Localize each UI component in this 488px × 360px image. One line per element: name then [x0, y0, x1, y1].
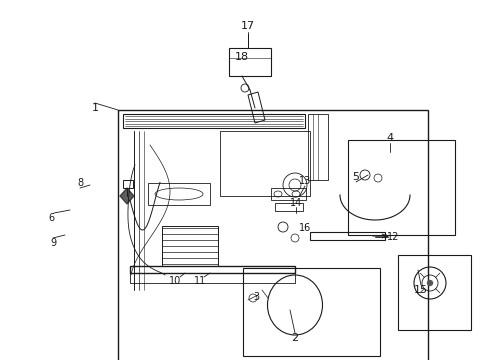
Bar: [123, 180, 133, 188]
Text: 12: 12: [386, 232, 398, 242]
Bar: [274, 203, 303, 211]
Text: 16: 16: [298, 223, 310, 233]
Bar: [123, 114, 305, 128]
Text: 4: 4: [386, 133, 393, 143]
Text: 10: 10: [168, 276, 181, 286]
Bar: [228, 48, 270, 76]
Text: 11: 11: [193, 276, 206, 286]
Text: 3: 3: [252, 292, 259, 302]
Bar: [347, 140, 454, 235]
Bar: [307, 114, 327, 180]
Bar: [148, 183, 209, 205]
Text: 17: 17: [241, 21, 255, 31]
Text: 14: 14: [289, 198, 302, 208]
Bar: [130, 273, 294, 283]
Text: 18: 18: [234, 52, 248, 62]
Bar: [397, 255, 470, 330]
Bar: [118, 110, 427, 360]
Bar: [270, 188, 305, 200]
Circle shape: [426, 280, 432, 286]
Text: 8: 8: [77, 178, 83, 188]
Text: 2: 2: [291, 333, 298, 343]
Polygon shape: [120, 188, 134, 204]
Text: 13: 13: [298, 176, 310, 186]
Text: 15: 15: [413, 285, 427, 295]
Bar: [162, 226, 218, 266]
Bar: [309, 232, 384, 240]
Text: 1: 1: [91, 103, 98, 113]
Text: 6: 6: [48, 213, 54, 223]
Text: 9: 9: [50, 238, 56, 248]
Bar: [220, 131, 309, 196]
Bar: [130, 266, 294, 273]
Text: 5: 5: [352, 172, 359, 182]
Bar: [243, 268, 379, 356]
